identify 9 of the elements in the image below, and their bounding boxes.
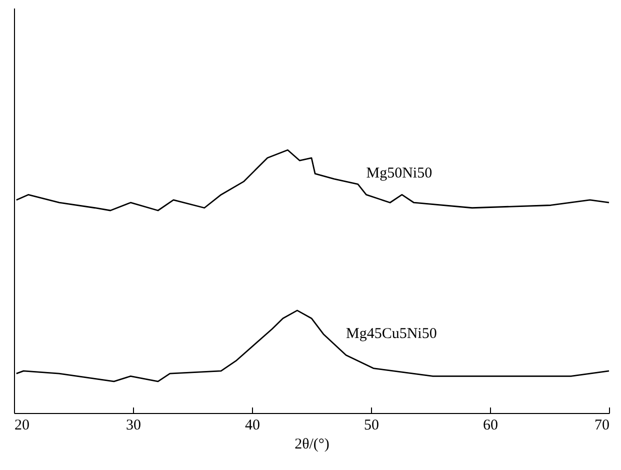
x-tick-label: 60	[483, 418, 498, 434]
x-tick-label: 50	[364, 418, 379, 434]
x-axis-title: 2θ/(°)	[294, 436, 330, 452]
x-tick-label: 30	[126, 418, 141, 434]
x-tick-label: 40	[245, 418, 260, 434]
series-label: Mg45Cu5Ni50	[346, 326, 437, 342]
series-label: Mg50Ni50	[366, 166, 432, 182]
x-tick-label: 20	[14, 418, 30, 434]
x-tick-label: 70	[594, 418, 610, 434]
